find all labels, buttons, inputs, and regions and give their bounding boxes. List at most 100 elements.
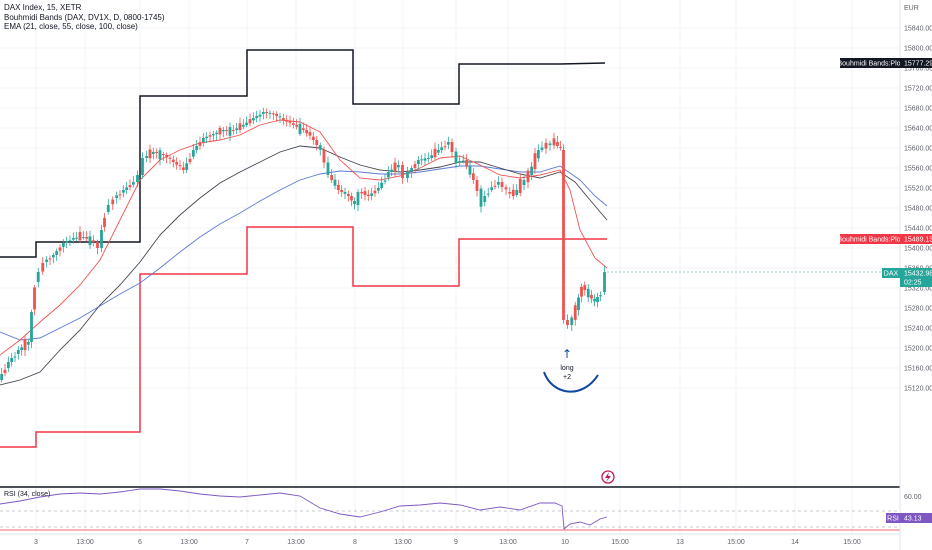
symbol-title[interactable]: DAX Index, 15, XETR	[4, 3, 82, 12]
time-tick: 13:00	[394, 539, 412, 546]
price-tick: 15160.00	[904, 366, 932, 373]
candle-body	[420, 159, 424, 161]
candle-body	[201, 138, 205, 142]
candle-body	[128, 185, 132, 188]
candle-body	[308, 132, 312, 136]
candle-body	[426, 158, 430, 159]
candle-body	[443, 146, 447, 148]
candle-body	[211, 134, 215, 136]
ema-21-line	[0, 119, 608, 356]
lower-band-tag-value: 15489.13	[904, 237, 932, 244]
candle-body	[221, 130, 225, 132]
candle-body	[198, 142, 202, 146]
price-axis[interactable]: EUR 15840.00 15800.00 15760.00 15720.00 1568…	[904, 5, 932, 523]
long-arrow-icon: ↑	[562, 347, 572, 361]
rsi-tag-value-bg	[900, 513, 932, 523]
rsi-tick: 60.00	[904, 494, 922, 501]
candle-body	[58, 247, 62, 251]
currency-label: EUR	[904, 5, 919, 12]
candle-body	[340, 190, 344, 192]
candle-body	[215, 132, 219, 134]
candle-body	[508, 192, 512, 194]
price-tick: 15800.00	[904, 46, 932, 53]
candle-body	[185, 163, 189, 170]
candle-body	[103, 217, 106, 228]
candle-body	[225, 130, 229, 131]
candle-body	[599, 295, 602, 297]
time-tick: 9	[454, 539, 458, 546]
candle-body	[343, 192, 347, 194]
candle-body	[231, 130, 235, 131]
lightning-icon[interactable]	[601, 470, 615, 484]
candle-body	[326, 162, 330, 175]
last-price-value-bg	[900, 268, 932, 287]
candle-body	[258, 114, 262, 117]
candle-body	[353, 200, 356, 205]
candle-body	[483, 196, 487, 202]
candle-body	[238, 123, 242, 131]
chart-legend[interactable]: DAX Index, 15, XETR Bouhmidi Bands (DAX,…	[4, 3, 165, 32]
candle-body	[175, 162, 179, 165]
candle-body	[251, 118, 255, 121]
candle-body	[208, 135, 212, 137]
time-tick: 15:00	[843, 539, 861, 546]
price-tick: 15320.00	[904, 286, 932, 293]
time-tick: 13	[676, 539, 684, 546]
candle-body	[91, 240, 95, 242]
candle-body	[536, 150, 540, 159]
candle-body	[271, 113, 275, 115]
candle-body	[423, 158, 427, 161]
candle-body	[181, 167, 185, 170]
candle-body	[55, 251, 59, 255]
candle-body	[148, 149, 152, 159]
bands-indicator-label[interactable]: Bouhmidi Bands (DAX, DV1X, D, 0800-1745)	[4, 12, 165, 22]
rsi-tag-label-bg	[886, 513, 900, 523]
candle-body	[603, 272, 606, 292]
lower-band-tag-value-bg	[900, 234, 932, 244]
upper-band-tag-label: Bouhmidi Bands:Plot	[838, 61, 903, 68]
time-tick: 14	[791, 539, 799, 546]
candle-body	[518, 179, 522, 193]
candlestick-series[interactable]	[0, 107, 606, 383]
candle-body	[468, 166, 472, 175]
candle-body	[552, 138, 556, 146]
candle-body	[540, 147, 544, 150]
candle-body	[10, 358, 14, 362]
candle-body	[255, 116, 259, 118]
candle-body	[471, 173, 475, 180]
candle-body	[161, 154, 165, 155]
ema-indicator-label[interactable]: EMA (21, close, 55, close, 100, close)	[4, 22, 138, 32]
price-tick: 15560.00	[904, 166, 932, 173]
candle-body	[573, 305, 577, 320]
candle-body	[454, 151, 458, 163]
candle-body	[511, 189, 515, 197]
candle-body	[158, 150, 162, 160]
candle-body	[78, 232, 82, 241]
candle-body	[580, 286, 583, 297]
candle-body	[48, 258, 52, 260]
rsi-label: RSI (34, close)	[4, 491, 50, 498]
last-price-countdown: 02:25	[904, 280, 922, 287]
time-tick: 13:00	[287, 539, 305, 546]
time-axis[interactable]: 3 13:00 6 13:00 7 13:00 8 13:00 9 13:00 10 15:00 13 1…	[34, 539, 861, 546]
candle-body	[288, 121, 292, 123]
price-tick: 15760.00	[904, 66, 932, 73]
candle-body	[311, 136, 315, 140]
candle-body	[544, 142, 548, 149]
candle-body	[178, 165, 182, 167]
candle-body	[446, 142, 450, 145]
candle-body	[265, 112, 269, 113]
candle-body	[583, 285, 587, 290]
candle-body	[61, 243, 65, 247]
rsi-tag-value: 43.13	[904, 516, 922, 523]
candle-body	[356, 192, 360, 205]
ema-100-line	[0, 165, 608, 341]
candle-body	[330, 175, 334, 180]
candle-body	[322, 150, 326, 163]
candle-body	[81, 237, 85, 238]
candle-body	[298, 123, 302, 134]
candle-body	[393, 162, 397, 173]
candle-body	[430, 155, 434, 158]
